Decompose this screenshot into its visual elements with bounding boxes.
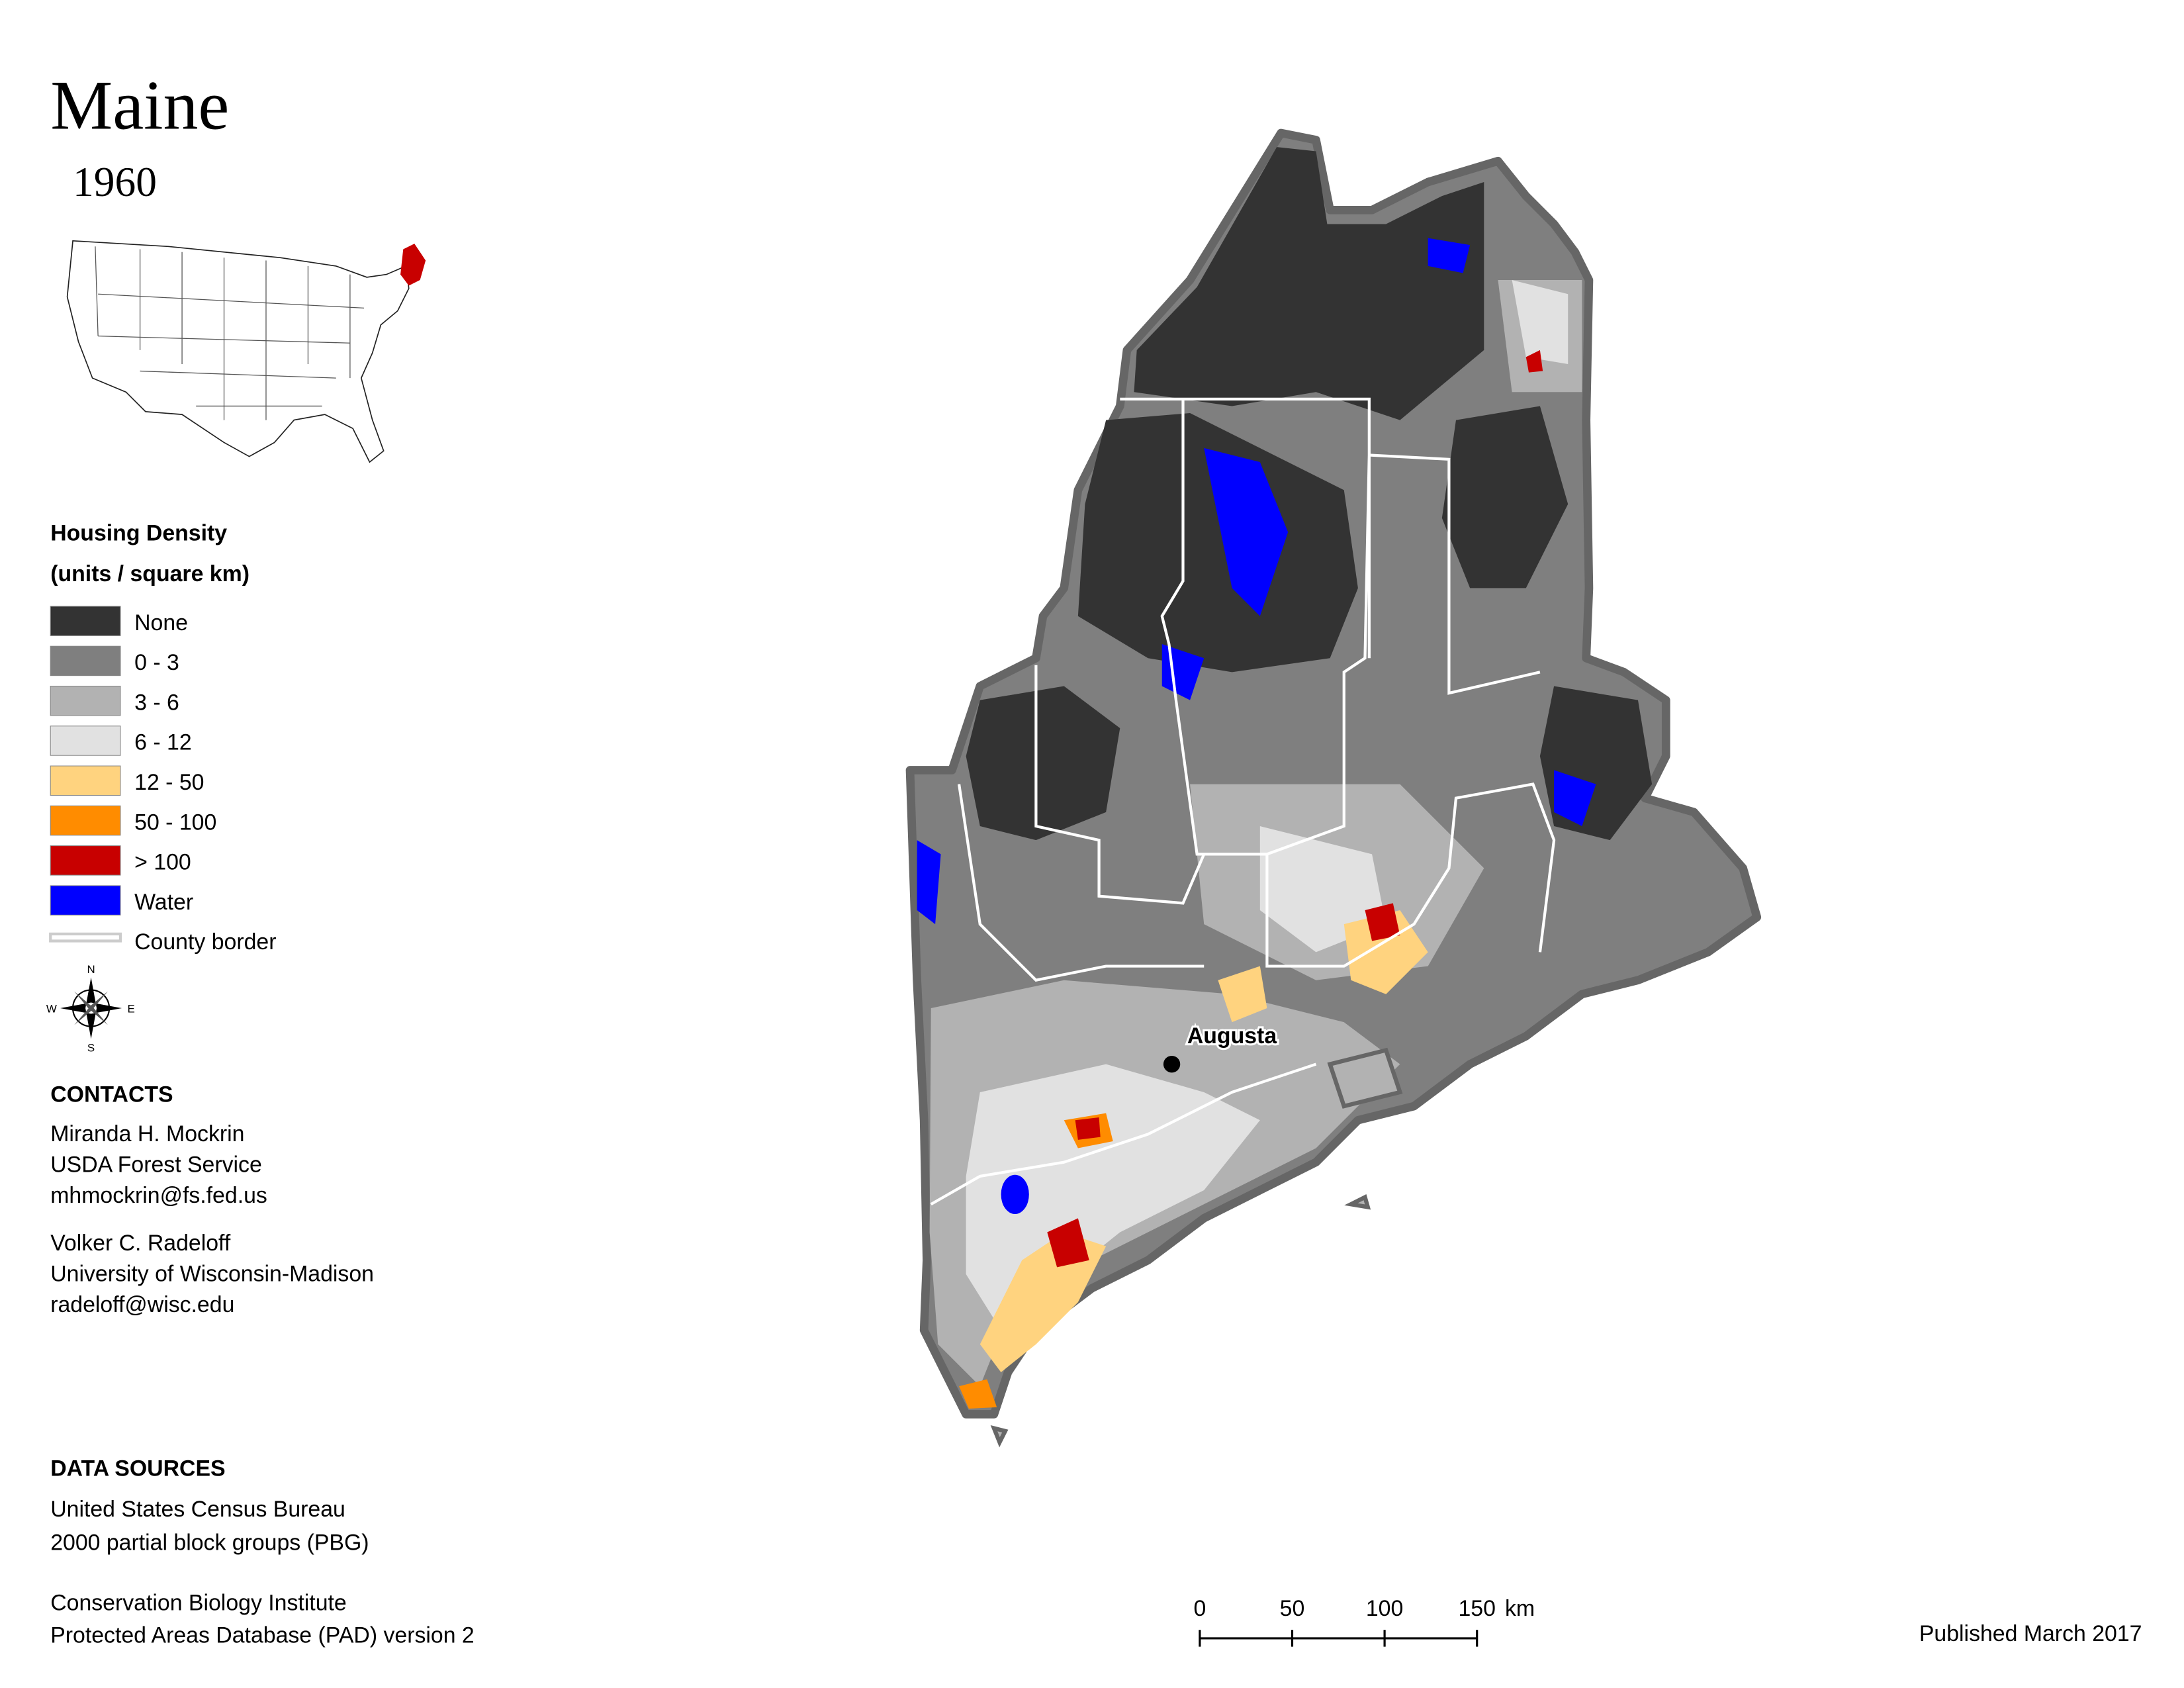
city-marker bbox=[1163, 1055, 1181, 1073]
map-region bbox=[1428, 238, 1471, 273]
map-region bbox=[1218, 966, 1267, 1023]
maine-map: Augusta bbox=[905, 128, 1762, 1448]
legend-label: Water bbox=[134, 890, 193, 915]
legend-swatch bbox=[49, 932, 122, 943]
city-label: Augusta bbox=[1187, 1023, 1277, 1049]
compass-rose: N E S W bbox=[46, 963, 135, 1054]
legend-label: > 100 bbox=[134, 850, 191, 875]
legend-swatch bbox=[50, 685, 121, 716]
legend-swatch bbox=[50, 805, 121, 836]
map-region bbox=[1001, 1174, 1029, 1214]
legend-swatch bbox=[50, 845, 121, 876]
map-region bbox=[1259, 826, 1387, 953]
map-region bbox=[959, 1379, 997, 1409]
map-region bbox=[1525, 350, 1543, 373]
scale-label: 50 bbox=[1280, 1596, 1305, 1621]
legend-label: 6 - 12 bbox=[134, 730, 192, 755]
scale-label: 0 bbox=[1193, 1596, 1206, 1621]
scale-bar: km 0 50 100 150 bbox=[1193, 1596, 1535, 1647]
compass-n: N bbox=[87, 963, 95, 976]
map-region bbox=[979, 1232, 1107, 1372]
legend-subtitle: (units / square km) bbox=[50, 561, 250, 586]
legend-label: County border bbox=[134, 929, 276, 955]
legend-swatch bbox=[50, 606, 121, 636]
map-region bbox=[1134, 147, 1484, 420]
map-title: Maine bbox=[50, 67, 229, 144]
compass-w: W bbox=[46, 1002, 57, 1015]
contact-line: Volker C. Radeloff bbox=[50, 1231, 231, 1256]
legend: None 0 - 3 3 - 6 6 - 12 12 - 50 50 - 100 > 100… bbox=[49, 606, 277, 955]
legend-label: 12 - 50 bbox=[134, 770, 204, 795]
legend-swatch bbox=[50, 765, 121, 796]
map-region bbox=[917, 840, 941, 925]
map-region bbox=[1075, 1117, 1101, 1140]
map-region bbox=[1047, 1218, 1089, 1268]
sources-title: DATA SOURCES bbox=[50, 1456, 225, 1481]
scale-unit: km bbox=[1505, 1596, 1535, 1621]
scale-label: 100 bbox=[1366, 1596, 1403, 1621]
legend-swatch bbox=[50, 645, 121, 677]
map-region bbox=[400, 244, 426, 286]
us-locator bbox=[66, 240, 426, 463]
contact-line: University of Wisconsin-Madison bbox=[50, 1262, 374, 1287]
legend-swatch bbox=[50, 885, 121, 915]
map-region bbox=[1343, 910, 1428, 994]
map-region bbox=[1554, 770, 1596, 827]
legend-swatch bbox=[50, 726, 121, 756]
legend-title: Housing Density bbox=[50, 521, 227, 546]
map-region bbox=[990, 1047, 1403, 1448]
legend-label: None bbox=[134, 610, 188, 635]
map-region bbox=[1365, 903, 1400, 941]
contact-line: Miranda H. Mockrin bbox=[50, 1121, 244, 1147]
map-region bbox=[1441, 406, 1569, 588]
compass-s: S bbox=[87, 1042, 95, 1055]
compass-e: E bbox=[128, 1002, 135, 1015]
contacts-title: CONTACTS bbox=[50, 1082, 173, 1107]
map-region bbox=[1512, 280, 1569, 364]
source-line: United States Census Bureau bbox=[50, 1497, 345, 1522]
map-region bbox=[966, 686, 1120, 841]
legend-label: 3 - 6 bbox=[134, 690, 179, 715]
scale-label: 150 bbox=[1458, 1596, 1495, 1621]
contact-line: USDA Forest Service bbox=[50, 1152, 262, 1178]
map-region bbox=[1161, 644, 1205, 700]
published-date: Published March 2017 bbox=[1919, 1621, 2142, 1646]
source-line: 2000 partial block groups (PBG) bbox=[50, 1530, 369, 1556]
contact-line: radeloff@wisc.edu bbox=[50, 1292, 234, 1317]
source-line: Protected Areas Database (PAD) version 2 bbox=[50, 1622, 475, 1648]
contact-line: mhmockrin@fs.fed.us bbox=[50, 1183, 267, 1208]
legend-label: 50 - 100 bbox=[134, 810, 216, 835]
map-year: 1960 bbox=[73, 158, 157, 205]
legend-label: 0 - 3 bbox=[134, 650, 179, 675]
map-region bbox=[1204, 447, 1289, 616]
map-region bbox=[1077, 413, 1358, 673]
source-line: Conservation Biology Institute bbox=[50, 1591, 347, 1616]
